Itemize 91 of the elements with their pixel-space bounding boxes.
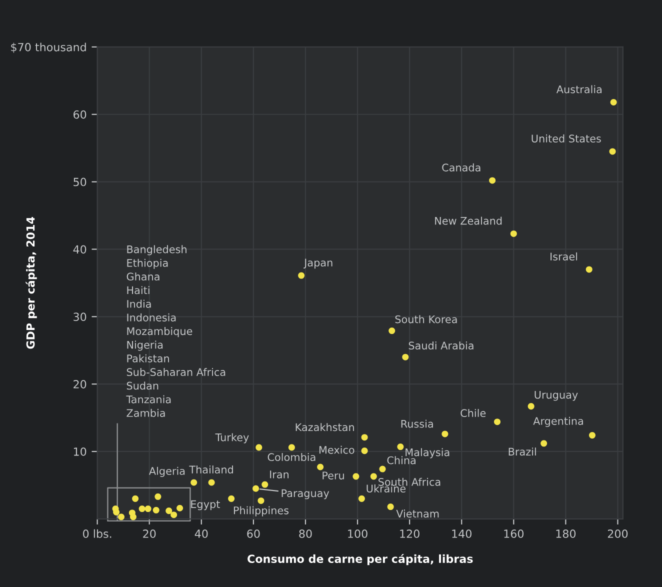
point: [113, 508, 120, 516]
annotation: Egypt: [191, 500, 220, 510]
y-tick-label: 30: [74, 312, 86, 322]
point: [361, 434, 368, 441]
annotation: United States: [532, 134, 601, 142]
annotation: Peru: [322, 472, 344, 480]
annotation: Saudi Arabia: [408, 341, 474, 350]
point: [528, 403, 534, 410]
point: [361, 448, 368, 454]
point: [494, 418, 501, 426]
x-tick-label: 100: [348, 530, 368, 538]
point: [510, 230, 517, 237]
x-tick-label: 40: [194, 530, 208, 538]
point: [262, 481, 268, 488]
annotation: Israel: [550, 252, 578, 260]
point: [397, 444, 404, 450]
annotation: Canada: [442, 163, 480, 172]
point: [379, 466, 386, 472]
x-tick-label: 20: [143, 530, 156, 538]
point: [166, 508, 172, 514]
point: [298, 272, 305, 279]
point: [358, 495, 365, 502]
point: [586, 266, 592, 273]
point: [370, 473, 377, 480]
annotation: Paraguay: [282, 489, 330, 500]
y-tick-label: 20: [74, 380, 86, 388]
point: [288, 444, 295, 451]
point: [152, 506, 160, 514]
point: [132, 495, 139, 502]
annotation: Japan: [304, 258, 332, 269]
annotation: Philippines: [234, 506, 289, 516]
x-tick-label: 180: [556, 530, 576, 538]
annotation: Brazil: [508, 448, 536, 456]
y-tick-label: 60: [74, 110, 86, 119]
annotation: Uruguay: [534, 391, 578, 401]
annotation: South Korea: [395, 315, 457, 324]
point: [317, 464, 324, 470]
point: [540, 440, 548, 447]
annotation: Argentina: [533, 416, 583, 427]
y-axis-title: GDP per cápita, 2014: [26, 217, 37, 349]
annotation: Turkey: [215, 433, 249, 444]
annotation: Algeria: [149, 466, 185, 477]
annotation: New Zealand: [435, 216, 502, 225]
point: [489, 177, 496, 184]
point: [387, 504, 394, 510]
point: [442, 430, 448, 438]
annotation: Mexico: [319, 446, 354, 454]
y-tick-label: 50: [74, 178, 86, 186]
point: [610, 98, 617, 106]
x-tick-label: 80: [299, 530, 312, 538]
text: Bangledesh Ethiopia Ghana Haiti India Indonesia Mozambique Nigeria Pakistan Sub-Saharan Africa Sudan Tanzania Zambia: [126, 245, 226, 417]
annotation: Australia: [556, 85, 602, 94]
annotation: Chile: [460, 408, 486, 418]
point: [138, 506, 146, 512]
annotation: Iran: [270, 470, 289, 478]
y-tick-label: 40: [73, 245, 86, 254]
point: [228, 495, 235, 502]
point: [258, 497, 264, 504]
annotation: Colombia: [268, 452, 316, 462]
annotation: China: [387, 456, 416, 464]
x-tick-label: 0 lbs.: [83, 529, 112, 538]
point: [588, 432, 596, 439]
point: [402, 354, 409, 360]
annotation: Vietnam: [396, 510, 439, 518]
x-tick-label: 60: [247, 530, 260, 538]
point: [252, 485, 260, 492]
point: [144, 506, 152, 512]
point: [256, 444, 262, 451]
x-tick-label: 120: [400, 530, 420, 538]
point: [170, 512, 178, 518]
y-tick-label: $70 thousand: [11, 42, 86, 53]
point: [154, 493, 162, 500]
annotation: Malaysia: [406, 448, 450, 458]
annotation: Thailand: [189, 465, 233, 474]
annotation: South Africa: [378, 478, 440, 486]
annotation: Kazakhstan: [296, 423, 354, 432]
point: [190, 479, 198, 486]
x-tick-label: 200: [608, 530, 628, 538]
point: [118, 514, 125, 520]
point: [130, 514, 136, 520]
annotation: Ukraine: [366, 484, 406, 492]
annotation: Russia: [401, 420, 433, 428]
point: [352, 473, 360, 480]
x-tick-label: 160: [504, 530, 524, 538]
point: [388, 328, 396, 334]
y-tick-label: 10: [74, 447, 86, 456]
x-axis-title: Consumo de carne per cápita, libras: [248, 554, 473, 566]
point: [208, 479, 215, 486]
x-tick-label: 140: [452, 530, 472, 538]
point: [176, 504, 184, 512]
point: [609, 148, 616, 155]
